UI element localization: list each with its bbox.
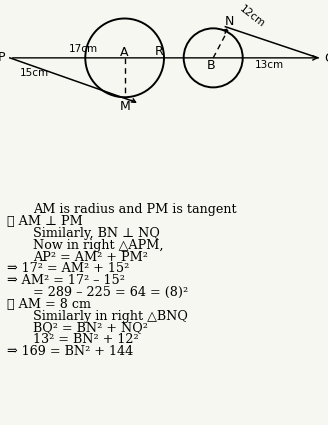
Text: Similarly in right △BNQ: Similarly in right △BNQ (33, 309, 188, 323)
Text: Q: Q (325, 51, 328, 64)
Text: Similarly, BN ⊥ NQ: Similarly, BN ⊥ NQ (33, 227, 160, 240)
Text: B: B (207, 59, 216, 71)
Text: 13² = BN² + 12²: 13² = BN² + 12² (33, 333, 138, 346)
Text: = 289 – 225 = 64 = (8)²: = 289 – 225 = 64 = (8)² (33, 286, 188, 299)
Text: 17cm: 17cm (69, 44, 98, 54)
Text: ∴ AM ⊥ PM: ∴ AM ⊥ PM (7, 215, 83, 228)
Text: AP² = AM² + PM²: AP² = AM² + PM² (33, 251, 148, 264)
Text: Now in right △APM,: Now in right △APM, (33, 239, 163, 252)
Text: ⇒ 17² = AM² + 15²: ⇒ 17² = AM² + 15² (7, 263, 130, 275)
Text: ⇒ AM² = 17² – 15²: ⇒ AM² = 17² – 15² (7, 274, 125, 287)
Text: BQ² = BN² + NQ²: BQ² = BN² + NQ² (33, 321, 148, 334)
Text: ⇒ 169 = BN² + 144: ⇒ 169 = BN² + 144 (7, 345, 133, 358)
Text: 15cm: 15cm (20, 68, 49, 78)
Text: 12cm: 12cm (238, 3, 267, 29)
Text: A: A (120, 46, 129, 60)
Text: M: M (119, 100, 130, 113)
Text: ∴ AM = 8 cm: ∴ AM = 8 cm (7, 298, 91, 311)
Text: AM is radius and PM is tangent: AM is radius and PM is tangent (33, 204, 236, 216)
Text: R: R (155, 45, 163, 59)
Text: 13cm: 13cm (255, 60, 283, 70)
Text: P: P (0, 51, 5, 64)
Text: N: N (225, 15, 234, 28)
